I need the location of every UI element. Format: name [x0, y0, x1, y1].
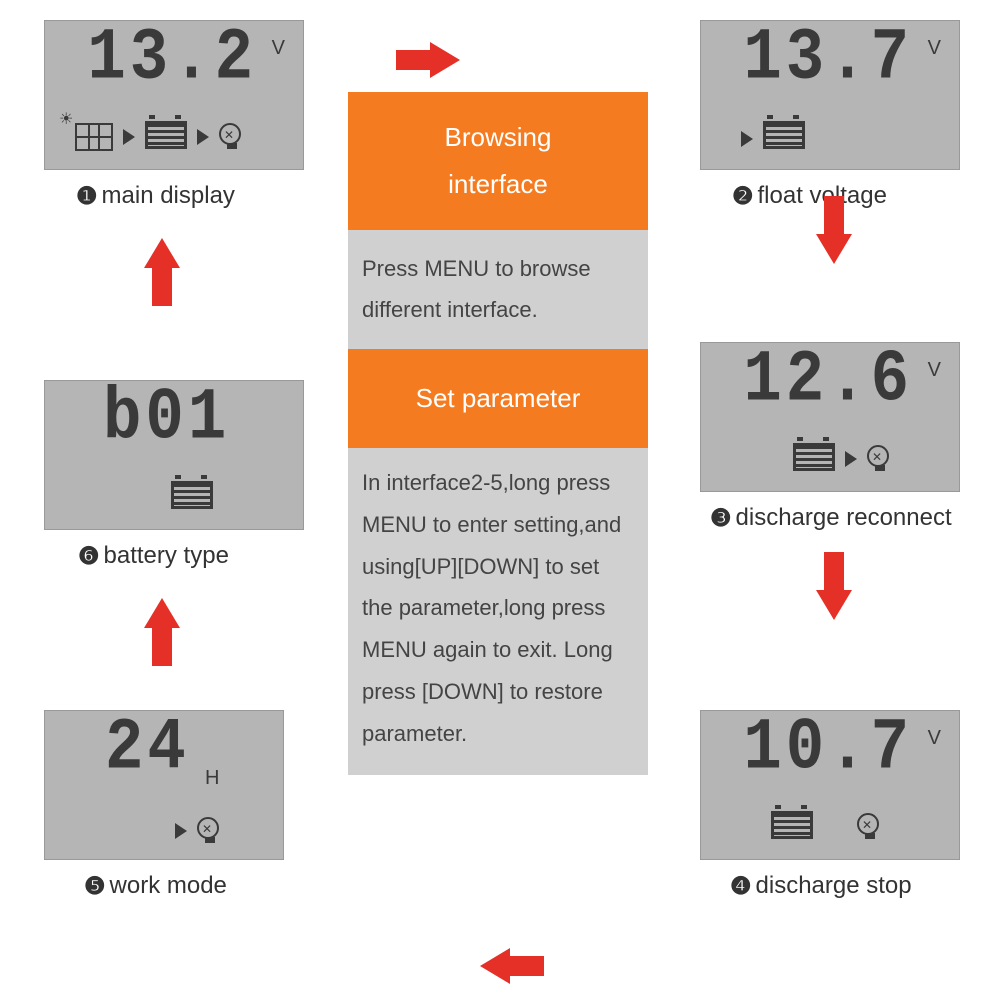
battery-icon: [145, 121, 187, 153]
arrow-right-icon: [430, 42, 460, 78]
lcd-unit: H: [205, 767, 219, 790]
bulb-icon: ✕: [219, 123, 243, 147]
lcd-value: 24: [105, 708, 190, 791]
marker: ❸: [710, 504, 732, 533]
label-main-display: ❶main display: [76, 182, 235, 211]
marker: ❻: [78, 542, 100, 571]
battery-icon: [171, 481, 213, 513]
lcd-battery-type: b01: [44, 380, 304, 530]
lcd-unit: V: [928, 727, 941, 750]
label-work-mode: ❺work mode: [84, 872, 227, 901]
bulb-icon: ✕: [867, 445, 891, 469]
label-text: discharge reconnect: [736, 504, 952, 531]
bulb-icon: ✕: [857, 813, 881, 837]
flow-arrow-icon: [845, 451, 857, 467]
flow-arrow-icon: [175, 823, 187, 839]
label-text: discharge stop: [756, 872, 912, 899]
lcd-float-voltage: 13.7 V: [700, 20, 960, 170]
label-float-voltage: ❷float voltage: [732, 182, 887, 211]
marker: ❺: [84, 872, 106, 901]
center-panel: Browsing interface Press MENU to browse …: [348, 92, 648, 775]
lcd-value: 13.2: [87, 18, 257, 101]
lcd-value: 13.7: [743, 18, 913, 101]
arrow-up-icon: [144, 598, 180, 628]
bulb-icon: ✕: [197, 817, 221, 841]
label-text: battery type: [104, 542, 229, 569]
solar-panel-icon: [75, 123, 113, 151]
browsing-interface-header: Browsing interface: [348, 92, 648, 230]
arrow-up-icon: [144, 238, 180, 268]
lcd-value: 12.6: [743, 340, 913, 423]
label-text: float voltage: [758, 182, 887, 209]
set-parameter-header: Set parameter: [348, 349, 648, 448]
battery-icon: [793, 443, 835, 475]
battery-icon: [763, 121, 805, 153]
lcd-main-display: 13.2 V ☀ ✕: [44, 20, 304, 170]
lcd-value: b01: [103, 378, 230, 461]
header-text: Browsing interface: [348, 114, 648, 208]
marker: ❹: [730, 872, 752, 901]
lcd-work-mode: 24 H ✕: [44, 710, 284, 860]
lcd-unit: V: [928, 37, 941, 60]
flow-arrow-icon: [197, 129, 209, 145]
sun-icon: ☀: [59, 109, 73, 129]
marker: ❶: [76, 182, 98, 211]
lcd-discharge-reconnect: 12.6 V ✕: [700, 342, 960, 492]
flow-arrow-icon: [741, 131, 753, 147]
label-discharge-stop: ❹discharge stop: [730, 872, 912, 901]
battery-icon: [771, 811, 813, 843]
lcd-discharge-stop: 10.7 V ✕: [700, 710, 960, 860]
lcd-unit: V: [272, 37, 285, 60]
flow-arrow-icon: [123, 129, 135, 145]
label-battery-type: ❻battery type: [78, 542, 229, 571]
label-text: main display: [102, 182, 235, 209]
lcd-value: 10.7: [743, 708, 913, 791]
label-text: work mode: [110, 872, 227, 899]
arrow-down-icon: [816, 590, 852, 620]
marker: ❷: [732, 182, 754, 211]
browsing-interface-instructions: Press MENU to browse different interface…: [348, 230, 648, 350]
label-discharge-reconnect: ❸discharge reconnect: [710, 504, 952, 533]
set-parameter-instructions: In interface2-5,long press MENU to enter…: [348, 448, 648, 775]
lcd-unit: V: [928, 359, 941, 382]
arrow-left-icon: [480, 948, 510, 984]
arrow-down-icon: [816, 234, 852, 264]
